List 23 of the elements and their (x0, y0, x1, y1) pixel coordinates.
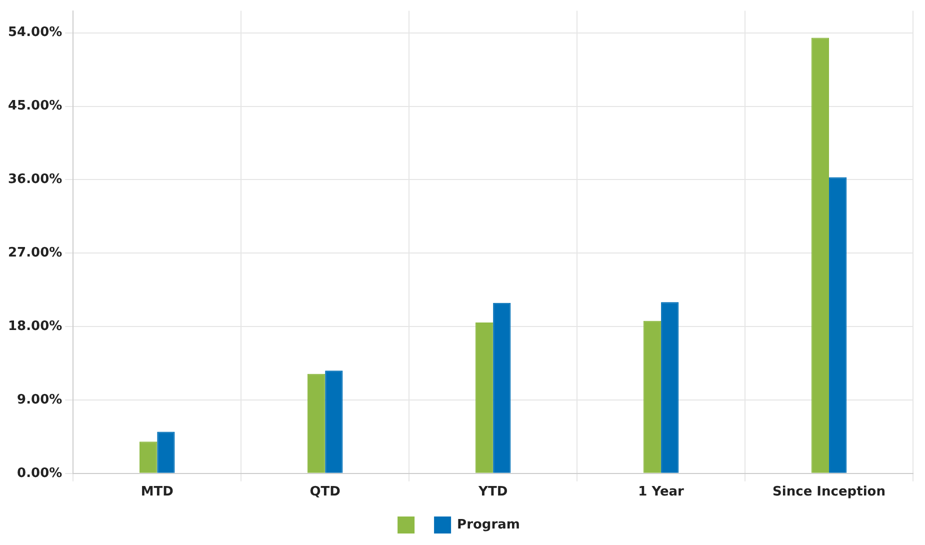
x-tick-label: QTD (310, 484, 341, 500)
bar (661, 302, 679, 473)
bar (829, 177, 847, 473)
y-tick-label: 0.00% (17, 466, 62, 481)
y-tick-label: 9.00% (17, 392, 62, 408)
bar (811, 38, 830, 473)
y-tick-label: 27.00% (8, 245, 62, 260)
y-tick-label: 18.00% (8, 318, 62, 334)
bar (475, 322, 494, 473)
y-tick-label: 36.00% (8, 172, 62, 188)
x-tick-label: Since Inception (772, 484, 886, 500)
y-tick-label: 54.00% (8, 25, 62, 40)
x-tick-label: YTD (478, 484, 508, 500)
bar (643, 320, 662, 473)
bar (157, 432, 175, 473)
x-tick-label: 1 Year (638, 484, 685, 500)
bar (307, 374, 326, 473)
x-tick-label: MTD (140, 484, 174, 500)
y-tick-label: 45.00% (8, 98, 62, 114)
bar (139, 442, 158, 473)
legend-label: Program (457, 517, 520, 532)
bar (493, 302, 511, 473)
bar (325, 370, 343, 473)
